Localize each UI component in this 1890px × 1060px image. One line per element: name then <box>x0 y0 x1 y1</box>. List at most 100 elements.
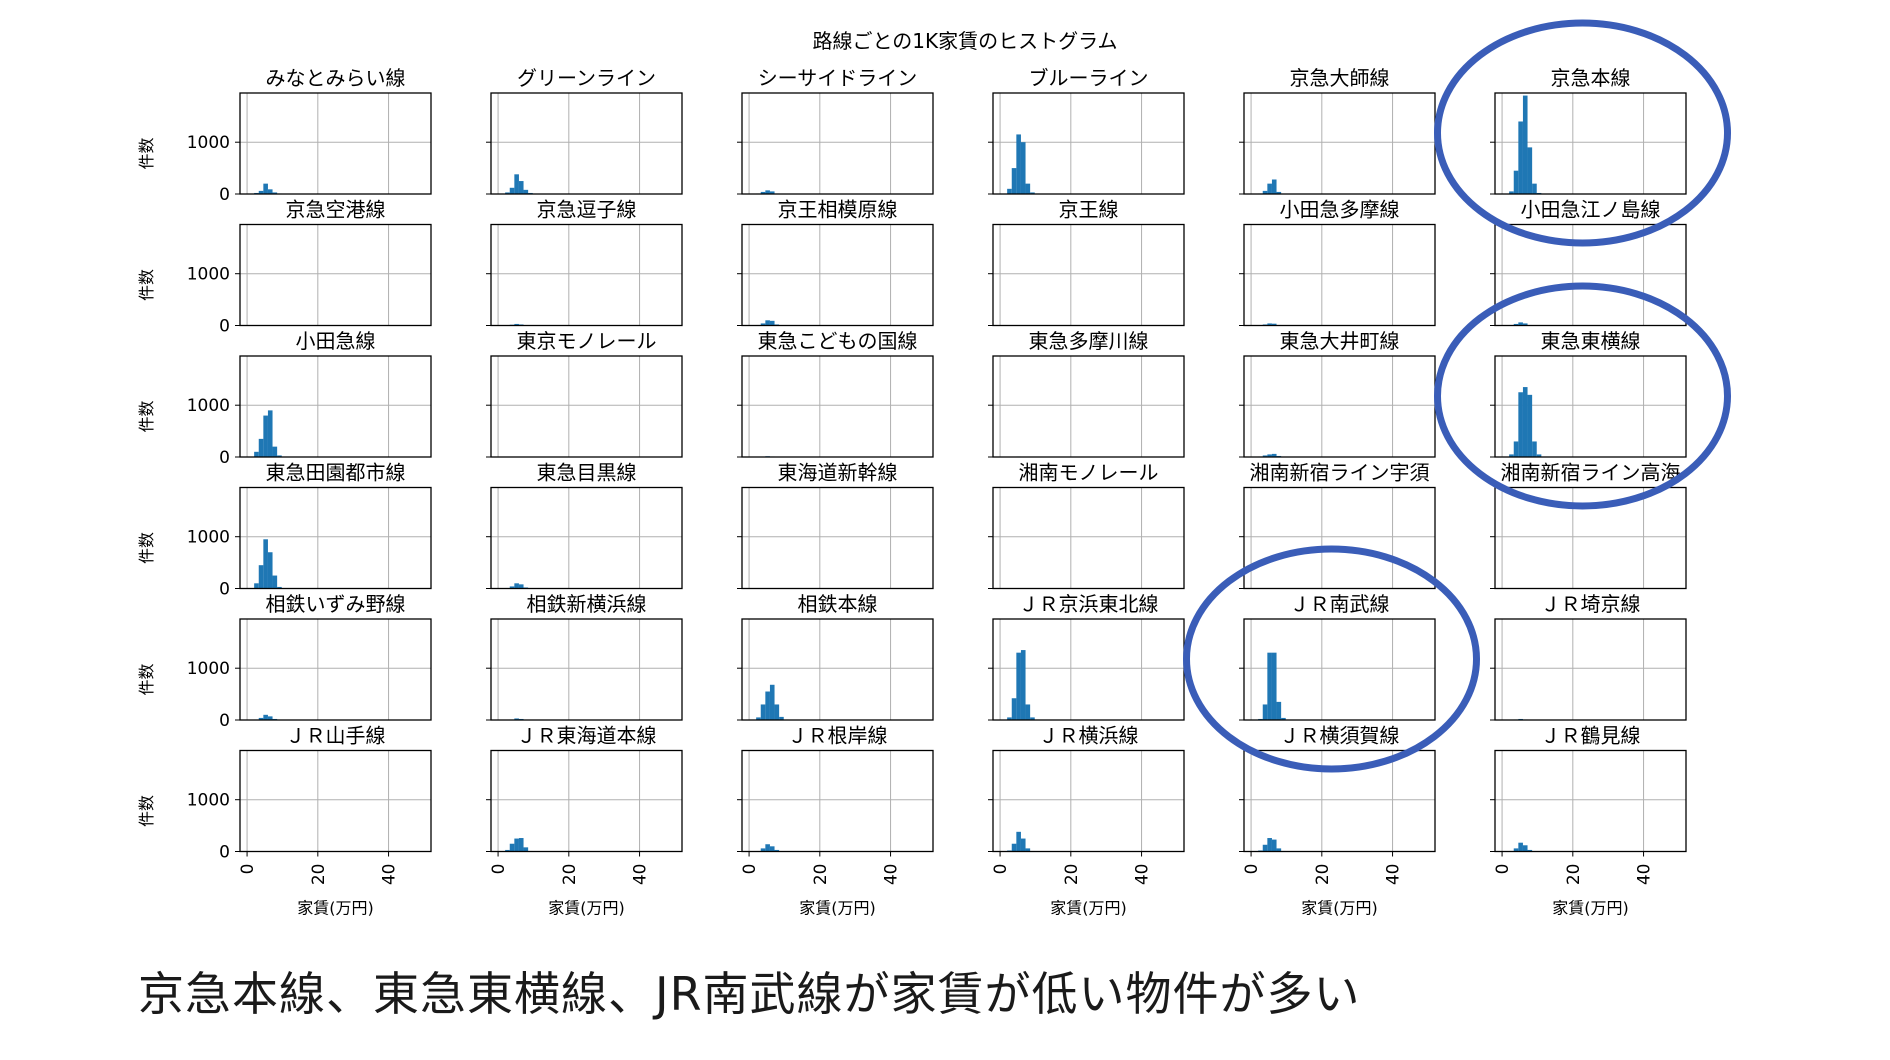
histogram-bar <box>263 183 268 194</box>
histogram-bar <box>760 848 766 852</box>
x-tick-label: 40 <box>1635 864 1655 886</box>
histogram-bar <box>267 189 273 194</box>
y-tick-label: 1000 <box>187 659 230 679</box>
histogram-bar <box>1271 453 1277 457</box>
panel-frame <box>741 749 934 853</box>
histogram-bar <box>509 586 515 589</box>
histogram-bar <box>769 846 775 852</box>
histogram-panel: ＪＲ横須賀線 0 20 40 家賃(万円) <box>1239 724 1436 918</box>
histogram-panel: 東急東横線 <box>1490 329 1687 458</box>
panel-frame <box>239 92 432 195</box>
histogram-bar <box>267 410 273 457</box>
histogram-panel: ＪＲ横浜線 0 20 40 家賃(万円) <box>988 724 1185 918</box>
histogram-bar <box>769 191 775 194</box>
histogram-bar <box>254 451 259 457</box>
panel-title: ＪＲ根岸線 <box>788 724 888 748</box>
x-axis-label: 家賃(万円) <box>1301 899 1378 918</box>
histogram-bar <box>1532 441 1537 457</box>
panel-frame <box>741 486 934 590</box>
panel-frame <box>490 486 683 590</box>
histogram-panel: 東急大井町線 <box>1239 329 1436 458</box>
histogram-bar <box>760 191 766 194</box>
panel-frame <box>1494 355 1687 458</box>
panel-frame <box>239 486 432 590</box>
histogram-bar <box>505 849 510 852</box>
histogram-bar <box>1020 142 1026 194</box>
histogram-panel: 相鉄いずみ野線 0 1000 件数 <box>137 592 432 731</box>
panel-title: 京王線 <box>1059 198 1119 222</box>
histogram-grid: みなとみらい線 0 1000 件数 グリーンライン シーサイドライン ブルーライン 京急大師線… <box>137 66 1687 918</box>
x-tick-label: 40 <box>631 864 651 886</box>
histogram-bar <box>1276 848 1282 852</box>
histogram-figure: 路線ごとの1K家賃のヒストグラム みなとみらい線 0 1000 件数 グリーンライン シー… <box>137 19 1731 918</box>
histogram-bar <box>765 320 770 326</box>
x-axis-label: 家賃(万円) <box>799 899 876 918</box>
histogram-bar <box>509 843 515 852</box>
histogram-bar <box>1016 134 1021 194</box>
x-tick-label: 40 <box>380 864 400 886</box>
histogram-bar <box>1513 441 1519 457</box>
histogram-panel: 小田急多摩線 <box>1239 198 1436 327</box>
histogram-panel: 湘南モノレール <box>988 461 1185 590</box>
y-axis-label: 件数 <box>137 795 156 827</box>
histogram-panel: ＪＲ南武線 <box>1239 592 1436 721</box>
x-tick-label: 20 <box>811 864 831 886</box>
panel-frame <box>741 92 934 195</box>
histogram-panel: 東京モノレール <box>486 329 683 458</box>
panel-frame <box>490 618 683 721</box>
histogram-bar <box>1276 191 1282 194</box>
panel-title: 東急東横線 <box>1541 329 1641 353</box>
panel-frame <box>1494 486 1687 590</box>
panel-frame <box>741 618 934 721</box>
panel-frame <box>1494 92 1687 195</box>
y-tick-label: 1000 <box>187 528 230 548</box>
y-tick-label: 0 <box>219 185 230 205</box>
panel-frame <box>992 355 1185 458</box>
panel-frame <box>1494 223 1687 327</box>
panel-title: 湘南モノレール <box>1019 461 1159 485</box>
histogram-panel: ＪＲ根岸線 0 20 40 家賃(万円) <box>737 724 934 918</box>
x-tick-label: 40 <box>1384 864 1404 886</box>
x-tick-label: 20 <box>1313 864 1333 886</box>
histogram-panel: 京急大師線 <box>1239 66 1436 195</box>
y-axis-label: 件数 <box>137 663 156 695</box>
highlight-ellipse <box>1434 19 1731 247</box>
histogram-panel: 東急田園都市線 0 1000 件数 <box>137 461 432 600</box>
y-tick-label: 1000 <box>187 396 230 416</box>
histogram-bar <box>505 192 510 194</box>
histogram-panel: 湘南新宿ライン高海 <box>1490 461 1687 590</box>
x-axis-label: 家賃(万円) <box>548 899 625 918</box>
x-axis-label: 家賃(万円) <box>297 899 374 918</box>
histogram-bar <box>774 704 780 720</box>
histogram-bar <box>1262 704 1268 720</box>
panel-title: 湘南新宿ライン高海 <box>1501 461 1681 485</box>
histogram-bar <box>1262 455 1268 457</box>
histogram-bar <box>1522 95 1528 194</box>
histogram-bar <box>1011 698 1017 720</box>
panel-frame <box>1243 618 1436 721</box>
panel-title: 東京モノレール <box>517 329 657 353</box>
histogram-panel: シーサイドライン <box>737 66 934 195</box>
histogram-bar <box>518 838 524 852</box>
histogram-bar <box>1011 843 1017 852</box>
panel-title: 東急大井町線 <box>1280 329 1400 353</box>
histogram-bar <box>514 323 519 326</box>
histogram-bar <box>760 323 766 326</box>
histogram-bar <box>1509 191 1514 194</box>
histogram-bar <box>1271 652 1277 720</box>
histogram-panel: 京王相模原線 <box>737 198 934 327</box>
panel-title: 東急多摩川線 <box>1029 329 1149 353</box>
panel-title: グリーンライン <box>517 66 656 90</box>
histogram-bar <box>1267 652 1272 720</box>
y-axis-label: 件数 <box>137 137 156 169</box>
histogram-bar <box>258 438 264 457</box>
histogram-bar <box>1513 848 1519 852</box>
panel-title: 東急目黒線 <box>537 461 637 485</box>
histogram-panel: 東海道新幹線 <box>737 461 934 590</box>
panel-frame <box>741 355 934 458</box>
histogram-bar <box>1513 323 1519 326</box>
panel-title: 東急こどもの国線 <box>758 329 918 353</box>
histogram-bar <box>1271 839 1277 852</box>
histogram-bar <box>1267 323 1272 326</box>
figure-title: 路線ごとの1K家賃のヒストグラム <box>812 29 1117 53</box>
